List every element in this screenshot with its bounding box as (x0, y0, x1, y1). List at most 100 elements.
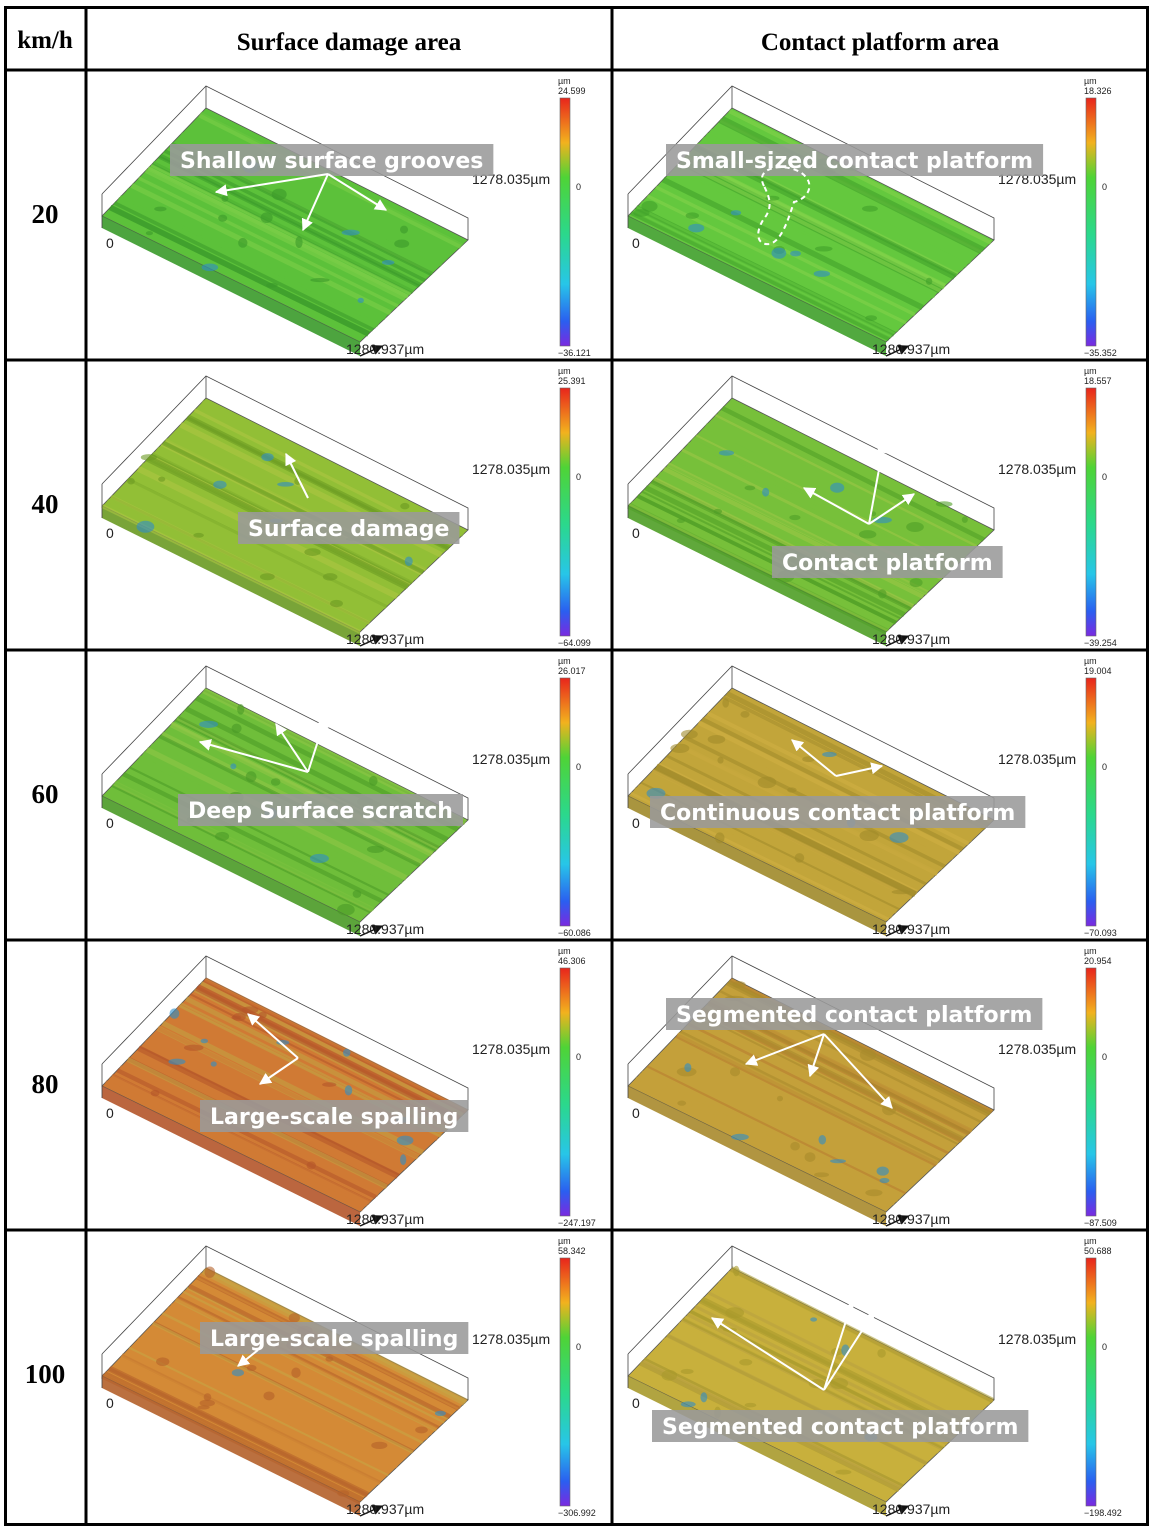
svg-text:Large-scale spalling: Large-scale spalling (210, 1105, 458, 1130)
scale-min: −87.509 (1084, 1218, 1117, 1228)
speed-value: 80 (32, 1069, 59, 1099)
scale-max: 19.004 (1084, 666, 1112, 676)
x-extent-label: 1280.937µm (872, 1211, 950, 1227)
origin-label: 0 (106, 525, 114, 541)
scale-max: 58.342 (558, 1246, 586, 1256)
annotation-arrow (247, 1013, 299, 1059)
annotation-label: Small-sized contact platform (666, 144, 1044, 176)
annotation-label: Segmented contact platform (652, 1410, 1029, 1442)
origin-label: 0 (632, 525, 640, 541)
svg-text:µm: µm (558, 656, 571, 666)
scale-min: −198.492 (1084, 1508, 1122, 1518)
annotation-label: Large-scale spalling (200, 1322, 469, 1354)
scale-min: −70.093 (1084, 928, 1117, 938)
svg-text:0: 0 (576, 1342, 581, 1352)
surface-side (628, 506, 886, 646)
scale-max: 24.599 (558, 86, 586, 96)
svg-text:µm: µm (1084, 1236, 1097, 1246)
svg-text:0: 0 (576, 472, 581, 482)
annotation-arrow (823, 1310, 875, 1391)
row-20: 2001280.937µm1278.035µmµm24.5990−36.121S… (32, 76, 1117, 358)
plot-frame (627, 375, 995, 530)
surface-texture (627, 406, 985, 635)
svg-text:µm: µm (1084, 946, 1097, 956)
svg-text:Continuous contact platform: Continuous contact platform (660, 801, 1015, 826)
surface-side (102, 1376, 360, 1516)
annotation-label: Large-scale spalling (200, 1100, 469, 1132)
surface-side (102, 216, 360, 356)
speed-column-header: km/h (17, 27, 73, 54)
annotation-arrow (214, 173, 329, 197)
scale-min: −247.197 (558, 1218, 596, 1228)
scale-max: 18.326 (1084, 86, 1112, 96)
annotation-label: Continuous contact platform (650, 796, 1026, 828)
annotation-arrow (259, 1057, 299, 1085)
surface-damage-panel: 01280.937µm1278.035µmµm24.5990−36.121Sha… (101, 76, 591, 358)
annotation-label: Segmented contact platform (666, 998, 1043, 1030)
annotation-arrow (868, 440, 888, 525)
scale-max: 50.688 (1084, 1246, 1112, 1256)
x-axis-arrow (885, 1505, 909, 1517)
svg-text:µm: µm (558, 946, 571, 956)
annotation-arrow (744, 1033, 825, 1066)
scale-min: −64.099 (558, 638, 591, 648)
speed-value: 40 (32, 489, 59, 519)
scale-min: −306.992 (558, 1508, 596, 1518)
surface-side (102, 796, 360, 936)
colorbar (1085, 1257, 1097, 1507)
y-extent-label: 1278.035µm (472, 1041, 550, 1057)
svg-text:Large-scale spalling: Large-scale spalling (210, 1327, 458, 1352)
y-extent-label: 1278.035µm (472, 1331, 550, 1347)
scale-min: −36.121 (558, 348, 591, 358)
x-axis-arrow (885, 1215, 909, 1227)
svg-text:µm: µm (1084, 656, 1097, 666)
x-axis-arrow (359, 345, 383, 357)
svg-text:Contact platform: Contact platform (782, 551, 993, 576)
x-axis-arrow (885, 925, 909, 937)
scale-max: 20.954 (1084, 956, 1112, 966)
origin-label: 0 (106, 1395, 114, 1411)
surface-side (628, 796, 886, 936)
colorbar (1085, 387, 1097, 637)
svg-text:µm: µm (558, 76, 571, 86)
x-extent-label: 1280.937µm (346, 1211, 424, 1227)
scale-max: 26.017 (558, 666, 586, 676)
annotation-label: Surface damage (238, 512, 460, 544)
surface-side (628, 1086, 886, 1226)
origin-label: 0 (632, 235, 640, 251)
colorbar (559, 387, 571, 637)
annotation-arrow (307, 714, 329, 773)
svg-text:0: 0 (1102, 762, 1107, 772)
row-40: 4001280.937µm1278.035µmµm25.3910−64.099S… (32, 366, 1117, 648)
svg-text:0: 0 (576, 762, 581, 772)
y-extent-label: 1278.035µm (998, 1041, 1076, 1057)
annotation-arrow (802, 487, 870, 525)
colorbar (559, 97, 571, 347)
annotation-arrow (823, 1033, 893, 1109)
figure-table: km/h Surface damage area Contact platfor… (4, 6, 1149, 1526)
origin-label: 0 (632, 815, 640, 831)
speed-value: 20 (32, 199, 59, 229)
contact-platform-panel: 01280.937µm1278.035µmµm18.3260−35.352Sma… (627, 76, 1117, 358)
y-extent-label: 1278.035µm (998, 751, 1076, 767)
annotation-arrow (198, 739, 309, 773)
scale-min: −35.352 (1084, 348, 1117, 358)
scale-max: 46.306 (558, 956, 586, 966)
surface-damage-header: Surface damage area (237, 29, 462, 56)
y-extent-label: 1278.035µm (472, 461, 550, 477)
origin-label: 0 (106, 235, 114, 251)
y-extent-label: 1278.035µm (472, 751, 550, 767)
colorbar (559, 677, 571, 927)
speed-value: 100 (25, 1359, 66, 1389)
plot-frame (101, 375, 469, 530)
y-extent-label: 1278.035µm (998, 461, 1076, 477)
